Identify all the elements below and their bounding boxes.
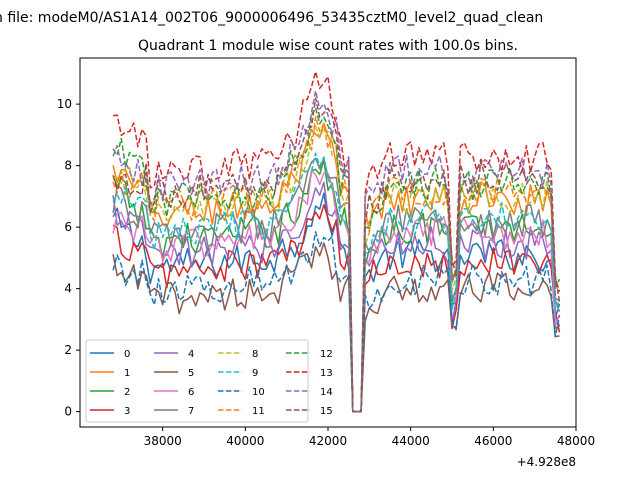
y-tick-label: 8: [64, 159, 72, 173]
series-line-9: [112, 152, 561, 413]
series-line-2: [112, 159, 560, 413]
series-line-7: [112, 157, 561, 413]
figure-suptitle: n file: modeM0/AS1A14_002T06_9000006496_…: [0, 10, 543, 26]
legend-label-1: 1: [124, 368, 130, 379]
series-line-1: [112, 122, 561, 413]
x-tick-label: 38000: [144, 434, 182, 448]
y-axis: 0 2 4 6 8 10: [57, 97, 80, 419]
y-tick-label: 2: [64, 343, 72, 357]
legend-label-13: 13: [320, 368, 333, 379]
x-offset-label: +4.928e8: [517, 455, 576, 469]
legend-label-8: 8: [252, 349, 258, 360]
series-line-13: [112, 70, 561, 413]
series-line-15: [112, 97, 561, 413]
legend-label-3: 3: [124, 406, 130, 417]
series-line-5: [112, 242, 560, 413]
axes-title: Quadrant 1 module wise count rates with …: [138, 38, 518, 54]
legend-label-14: 14: [320, 387, 333, 398]
series-layer: [112, 70, 561, 413]
y-tick-label: 0: [64, 405, 72, 419]
x-axis: 38000 40000 42000 44000 46000 48000: [144, 427, 595, 448]
legend-label-2: 2: [124, 387, 130, 398]
legend-label-6: 6: [188, 387, 194, 398]
legend-label-4: 4: [188, 349, 194, 360]
legend-label-5: 5: [188, 368, 194, 379]
x-tick-label: 44000: [392, 434, 430, 448]
legend-box: [85, 339, 309, 423]
x-tick-label: 42000: [309, 434, 347, 448]
y-tick-label: 10: [57, 97, 72, 111]
legend-label-9: 9: [252, 368, 258, 379]
x-tick-label: 48000: [557, 434, 595, 448]
legend-label-15: 15: [320, 406, 333, 417]
legend-label-10: 10: [252, 387, 265, 398]
series-line-12: [112, 107, 561, 413]
series-line-3: [112, 204, 561, 413]
y-tick-label: 6: [64, 220, 72, 234]
series-line-8: [112, 125, 560, 413]
x-tick-label: 40000: [226, 434, 264, 448]
series-line-10: [112, 231, 561, 413]
y-tick-label: 4: [64, 282, 72, 296]
x-tick-label: 46000: [474, 434, 512, 448]
legend-label-0: 0: [124, 349, 130, 360]
legend-label-12: 12: [320, 349, 333, 360]
legend-label-11: 11: [252, 406, 265, 417]
legend-label-7: 7: [188, 406, 194, 417]
